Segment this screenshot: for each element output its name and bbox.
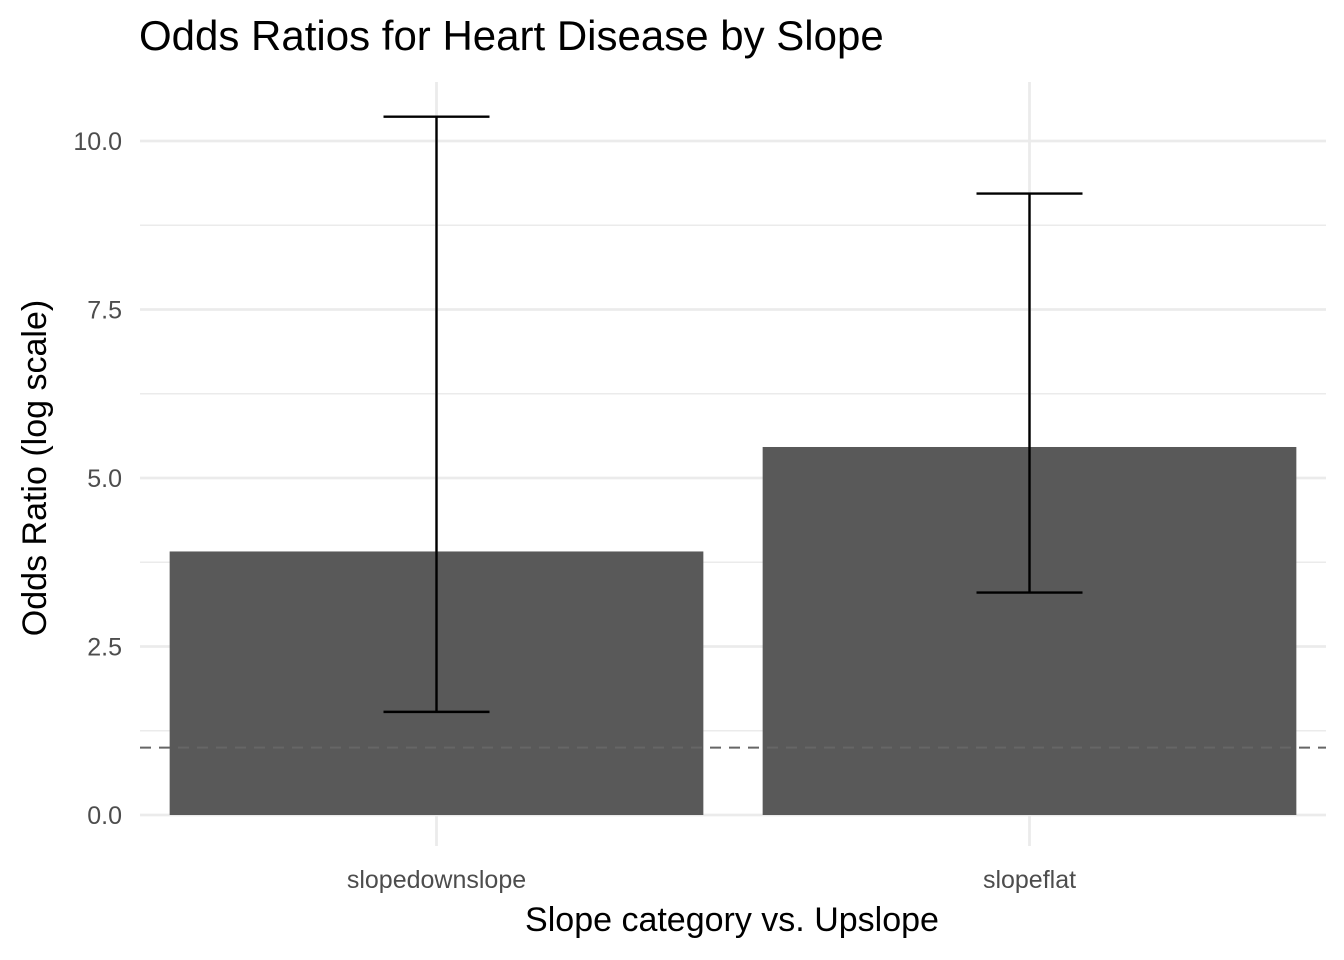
x-axis-title: Slope category vs. Upslope	[525, 901, 939, 939]
x-tick-labels: slopedownslope slopeflat	[347, 866, 1076, 894]
y-tick-label: 2.5	[87, 634, 122, 662]
x-tick-label: slopedownslope	[347, 866, 526, 894]
y-axis-title: Odds Ratio (log scale)	[16, 300, 54, 636]
y-tick-labels: 0.0 2.5 5.0 7.5 10.0	[73, 128, 122, 830]
y-tick-label: 7.5	[87, 297, 122, 325]
y-tick-label: 0.0	[87, 802, 122, 830]
chart-title: Odds Ratios for Heart Disease by Slope	[139, 12, 884, 59]
bar-layer	[169, 446, 1297, 815]
x-tick-label: slopeflat	[983, 866, 1076, 894]
y-tick-label: 5.0	[87, 465, 122, 493]
y-tick-label: 10.0	[73, 128, 122, 156]
error-bar-layer	[383, 115, 1083, 714]
